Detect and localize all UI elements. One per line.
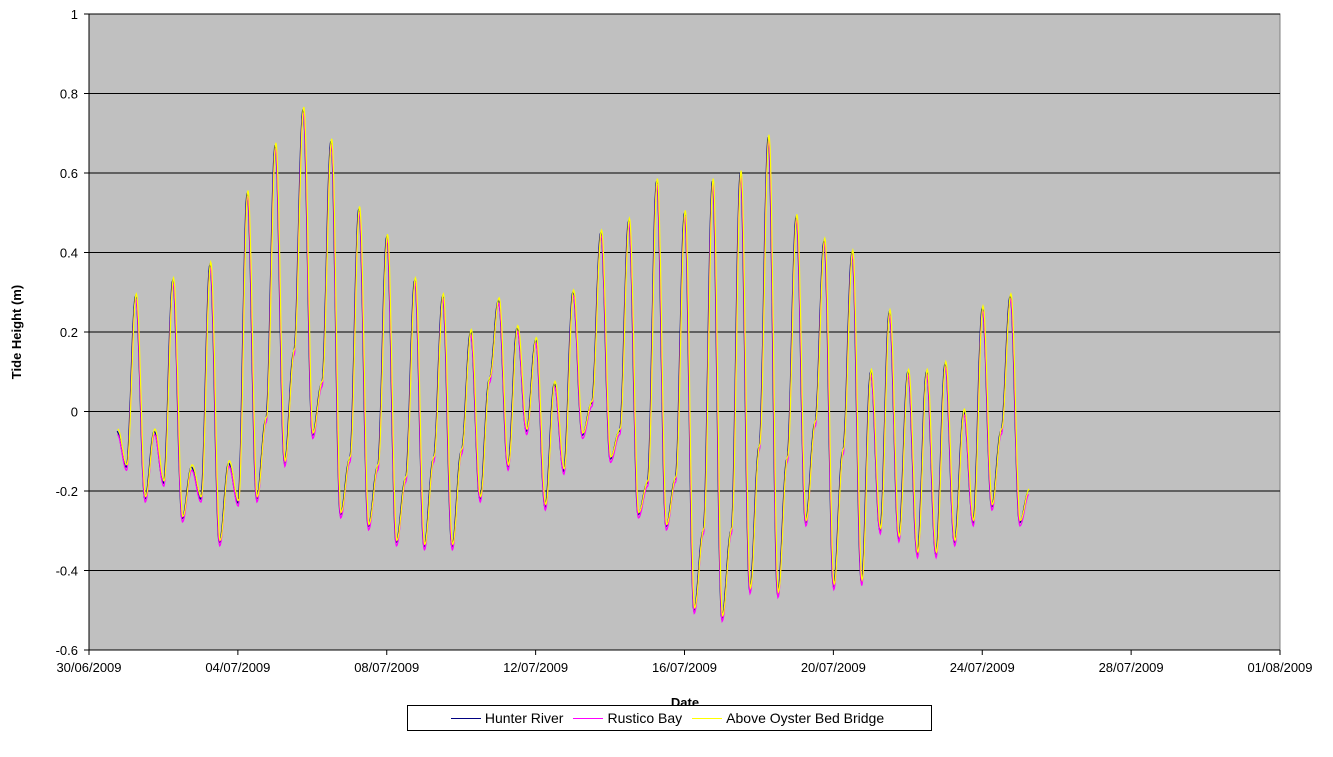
legend-item-above-oyster-bed-bridge: Above Oyster Bed Bridge [692, 710, 884, 726]
y-tick-label: -0.2 [56, 484, 78, 499]
y-tick-label: 0.4 [60, 246, 78, 261]
legend-swatch-rustico-bay [573, 717, 604, 719]
x-tick-label: 24/07/2009 [950, 660, 1015, 675]
y-tick-label: 0 [71, 405, 78, 420]
gridlines [89, 13, 1280, 571]
x-tick-label: 16/07/2009 [652, 660, 717, 675]
x-tick-label: 04/07/2009 [205, 660, 270, 675]
x-tick-label: 30/06/2009 [56, 660, 121, 675]
legend-swatch-hunter-river [450, 717, 481, 719]
x-tick-label: 01/08/2009 [1247, 660, 1312, 675]
x-tick-label: 20/07/2009 [801, 660, 866, 675]
y-tick-label: 0.2 [60, 325, 78, 340]
x-tick-label: 28/07/2009 [1099, 660, 1164, 675]
x-tick-labels: 30/06/2009 04/07/2009 08/07/2009 12/07/2009… [56, 650, 1313, 675]
y-tick-label: 0.8 [60, 87, 78, 102]
legend: Hunter River Rustico Bay Above Oyster Be… [407, 705, 932, 731]
y-axis-title: Tide Height (m) [9, 285, 24, 379]
legend-label-hunter-river: Hunter River [484, 710, 564, 726]
legend-swatch-above-oyster-bed-bridge [692, 717, 723, 719]
y-tick-label: 1 [71, 7, 78, 22]
x-tick-label: 12/07/2009 [503, 660, 568, 675]
legend-label-above-oyster-bed-bridge: Above Oyster Bed Bridge [726, 710, 885, 726]
y-tick-labels: -0.6 -0.4 -0.2 0 0.2 0.4 0.6 0.8 1 [56, 7, 89, 658]
y-tick-label: -0.6 [56, 643, 78, 658]
legend-item-hunter-river: Hunter River [450, 710, 564, 726]
series-layer [116, 106, 1030, 623]
x-tick-label: 08/07/2009 [354, 660, 419, 675]
legend-label-rustico-bay: Rustico Bay [607, 710, 683, 726]
legend-item-rustico-bay: Rustico Bay [573, 710, 682, 726]
series-line-above-oyster-bed-bridge [117, 106, 1030, 618]
y-tick-label: -0.4 [56, 564, 78, 579]
y-tick-label: 0.6 [60, 166, 78, 181]
